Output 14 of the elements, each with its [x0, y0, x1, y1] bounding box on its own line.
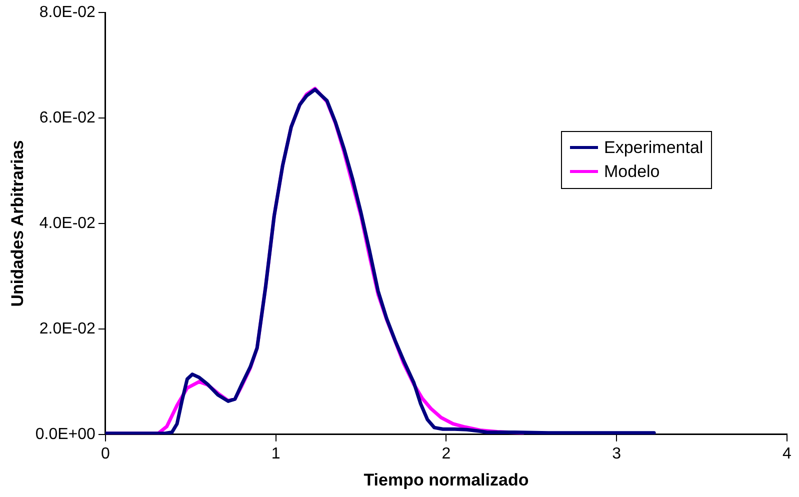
y-axis-title: Unidades Arbitrarias [8, 140, 27, 307]
x-tick-label: 4 [782, 445, 792, 462]
x-tick-label: 3 [612, 445, 622, 462]
y-tick-label: 8.0E-02 [39, 4, 96, 22]
x-tick-label: 2 [442, 445, 451, 462]
y-tick-label: 2.0E-02 [39, 320, 96, 338]
x-tick-label: 0 [101, 445, 110, 462]
y-tick-label: 4.0E-02 [39, 214, 96, 232]
x-tick-label: 1 [271, 445, 280, 462]
y-tick-label: 0.0E+00 [35, 426, 96, 443]
x-axis-title: Tiempo normalizado [364, 470, 529, 490]
legend-label: Experimental [604, 138, 704, 158]
y-tick-label: 6.0E-02 [39, 109, 96, 126]
legend-label: Modelo [604, 162, 660, 182]
